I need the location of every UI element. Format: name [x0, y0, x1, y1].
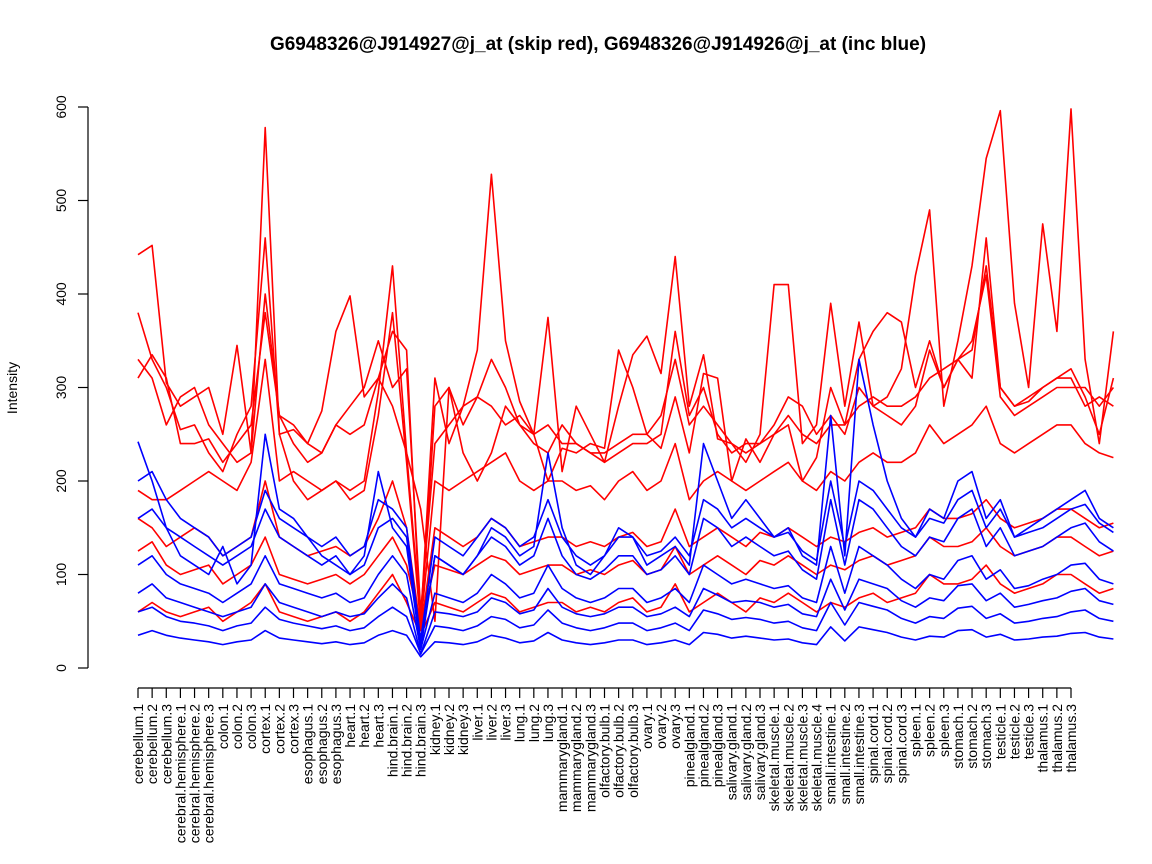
- skip-series-line-1: [137, 108, 1115, 623]
- inc-series-line-10: [137, 470, 1114, 641]
- x-tick-label: olfactory.bulb.1: [597, 704, 613, 798]
- x-tick-label: testicle.3: [1021, 704, 1037, 759]
- x-tick-label: hind.brain.1: [385, 704, 401, 777]
- inc-series-line-12: [137, 545, 1114, 651]
- x-tick-label: pinealgland.2: [696, 704, 712, 788]
- x-tick-label: thalamus.1: [1035, 704, 1051, 773]
- inc-series-line-9: [137, 358, 1114, 651]
- x-tick-label: stomach.2: [964, 704, 980, 769]
- x-tick-label: mammarygland.2: [568, 704, 584, 812]
- x-tick-label: pinealgland.3: [710, 704, 726, 788]
- y-tick-label: 400: [53, 282, 69, 306]
- x-tick-label: cerebral.hemisphere.1: [172, 704, 188, 844]
- x-tick-label: olfactory.bulb.3: [625, 704, 641, 798]
- y-tick-label: 200: [53, 469, 69, 493]
- skip-series-line-8: [137, 564, 1114, 637]
- x-tick-label: hind.brain.2: [399, 704, 415, 777]
- y-axis: 0 100 200 300 400 500 600: [53, 95, 89, 672]
- x-tick-label: ovary.2: [653, 704, 669, 749]
- y-tick-label: 600: [53, 95, 69, 119]
- x-tick-label: kidney.3: [455, 704, 471, 755]
- x-tick-label: esophagus.3: [328, 704, 344, 784]
- x-tick-label: skeletal.muscle.1: [766, 704, 782, 812]
- x-tick-label: esophagus.2: [314, 704, 330, 784]
- y-tick-label: 300: [53, 376, 69, 400]
- y-tick-label: 0: [53, 664, 69, 672]
- series-layer: [137, 108, 1115, 658]
- x-tick-label: lung.2: [526, 704, 542, 742]
- x-tick-label: cerebral.hemisphere.3: [201, 704, 217, 844]
- x-tick-label: cerebellum.1: [130, 704, 146, 784]
- x-tick-label: salivary.gland.2: [738, 704, 754, 800]
- x-tick-label: cortex.1: [257, 704, 273, 754]
- x-tick-label: ovary.3: [667, 704, 683, 749]
- x-tick-label: liver.1: [469, 704, 485, 741]
- x-tick-label: cortex.3: [286, 704, 302, 754]
- inc-series-line-14: [137, 601, 1114, 655]
- x-tick-label: olfactory.bulb.2: [611, 704, 627, 798]
- x-tick-label: thalamus.3: [1063, 704, 1079, 773]
- x-tick-label: cerebellum.2: [144, 704, 160, 784]
- inc-series-line-11: [137, 498, 1114, 646]
- x-tick-label: salivary.gland.1: [724, 704, 740, 800]
- skip-series-line-4: [137, 265, 1114, 632]
- chart-title: G6948326@J914927@j_at (skip red), G69483…: [270, 34, 926, 55]
- x-tick-label: spinal.cord.1: [865, 704, 881, 784]
- x-tick-label: liver.2: [483, 704, 499, 741]
- x-tick-label: ovary.1: [639, 704, 655, 749]
- x-tick-label: testicle.1: [992, 704, 1008, 759]
- x-tick-label: lung.3: [540, 704, 556, 742]
- x-tick-label: cortex.2: [271, 704, 287, 754]
- x-tick-label: small.intestine.2: [837, 704, 853, 805]
- x-tick-label: testicle.2: [1007, 704, 1023, 759]
- x-tick-label: cerebral.hemisphere.2: [187, 704, 203, 844]
- x-tick-label: liver.3: [498, 704, 514, 741]
- x-tick-label: colon.3: [243, 704, 259, 749]
- y-axis-label: Intensity: [4, 362, 20, 414]
- x-tick-label: skeletal.muscle.2: [780, 704, 796, 812]
- x-tick-label: small.intestine.1: [823, 704, 839, 805]
- x-tick-label: spinal.cord.2: [879, 704, 895, 784]
- inc-series-line-13: [137, 578, 1114, 655]
- x-tick-label: stomach.1: [950, 704, 966, 769]
- x-tick-label: cerebellum.3: [158, 704, 174, 784]
- x-tick-label: spleen.2: [922, 704, 938, 757]
- skip-series-line-5: [137, 311, 1114, 627]
- x-tick-label: colon.1: [215, 704, 231, 749]
- x-tick-label: lung.1: [512, 704, 528, 742]
- x-tick-label: heart.1: [342, 704, 358, 748]
- x-tick-label: mammarygland.3: [582, 704, 598, 812]
- x-tick-label: kidney.1: [427, 704, 443, 755]
- x-tick-label: skeletal.muscle.4: [809, 704, 825, 812]
- x-tick-label: mammarygland.1: [554, 704, 570, 812]
- x-tick-label: heart.2: [356, 704, 372, 748]
- skip-series-line-6: [137, 526, 1114, 627]
- y-tick-label: 500: [53, 189, 69, 213]
- x-tick-label: pinealgland.1: [681, 704, 697, 788]
- x-tick-label: spinal.cord.3: [893, 704, 909, 784]
- x-tick-label: spleen.3: [936, 704, 952, 757]
- x-tick-label: salivary.gland.3: [752, 704, 768, 800]
- inc-series-line-15: [137, 626, 1114, 658]
- x-tick-label: spleen.1: [908, 704, 924, 757]
- x-tick-label: kidney.2: [441, 704, 457, 755]
- y-tick-label: 100: [53, 563, 69, 587]
- skip-series-line-3: [137, 274, 1115, 613]
- x-tick-label: skeletal.muscle.3: [794, 704, 810, 812]
- x-tick-label: heart.3: [370, 704, 386, 748]
- x-tick-label: small.intestine.3: [851, 704, 867, 805]
- x-tick-label: thalamus.2: [1049, 704, 1065, 773]
- x-tick-label: esophagus.1: [300, 704, 316, 784]
- x-axis: cerebellum.1cerebellum.2cerebellum.3cere…: [130, 687, 1079, 844]
- x-tick-label: hind.brain.3: [413, 704, 429, 777]
- x-tick-label: colon.2: [229, 704, 245, 749]
- x-tick-label: stomach.3: [978, 704, 994, 769]
